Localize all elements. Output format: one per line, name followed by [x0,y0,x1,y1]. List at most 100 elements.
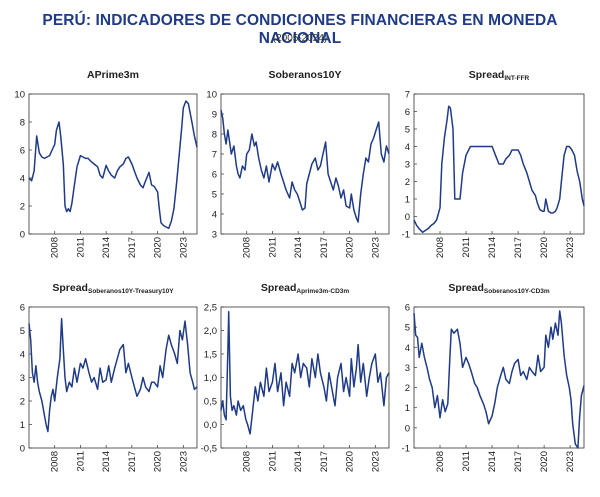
y-tick-label: 2 [405,177,410,188]
y-tick-label: 1,5 [204,350,217,361]
x-tick-label: 2014 [487,237,498,258]
y-tick-label: 4 [20,174,25,185]
x-tick-label: 2014 [487,451,498,472]
y-tick-label: -1 [402,444,410,455]
y-tick-label: 3 [405,160,410,171]
chart-title: Soberanos10Y [269,69,342,81]
x-tick-label: 2020 [153,237,164,258]
y-tick-label: 6 [405,107,410,118]
chart-title-main: Spread [469,69,505,81]
x-tick-label: 2014 [101,237,112,258]
series-line [220,109,390,223]
series-line [28,318,198,433]
x-tick-label: 2023 [370,451,381,472]
chart-title-main: Soberanos10Y [269,69,342,81]
x-tick-label: 2011 [267,451,278,471]
chart-panel-4: SpreadSoberanos10Y-Treasury10Y 0 1 2 3 4 5 6 200… [20,282,198,472]
x-tick-label: 2023 [178,451,189,472]
x-tick-label: 2011 [461,451,472,471]
x-tick-label: 2017 [513,451,524,472]
chart-title-subscript: Soberanos10Y-Treasury10Y [88,288,174,295]
y-tick-label: 2,5 [204,303,217,314]
chart-title-subscript: INT-FFR [504,75,529,82]
y-tick-label: 8 [20,118,25,129]
x-tick-label: 2023 [565,237,576,258]
chart-title: SpreadINT-FFR [469,69,530,82]
chart-title-subscript: Soberanos10Y-CD3m [484,288,550,295]
y-tick-label: 1 [405,403,410,414]
chart-title: APrime3m [87,69,139,81]
x-tick-label: 2008 [435,451,446,472]
y-tick-label: 6 [20,303,25,314]
chart-title-main: Spread [261,282,297,294]
x-tick-label: 2017 [127,237,138,258]
x-tick-label: 2008 [50,451,61,472]
x-tick-label: 2011 [461,237,472,257]
chart-title: SpreadSoberanos10Y-CD3m [448,282,550,295]
page-title: PERÚ: INDICADORES DE CONDICIONES FINANCI… [42,12,558,47]
x-tick-label: 2017 [513,237,524,258]
y-tick-label: 5 [212,190,217,201]
y-tick-label: 2 [20,397,25,408]
chart-panel-6: SpreadSoberanos10Y-CD3m -1 0 1 2 3 4 5 6 2008 2011… [402,282,585,472]
chart-title: SpreadAprime3m-CD3m [261,282,350,295]
y-tick-label: 1,0 [204,373,217,384]
x-tick-label: 2011 [267,237,278,257]
x-tick-label: 2011 [75,237,86,257]
y-tick-label: 3 [20,373,25,384]
y-tick-label: -0,5 [201,444,217,455]
x-tick-label: 2008 [242,451,253,472]
x-tick-label: 2017 [319,451,330,472]
chart-panel-3: SpreadINT-FFR -1 0 1 2 3 4 5 6 7 2008 2011 2014 2017 2… [402,69,585,258]
chart-title: SpreadSoberanos10Y-Treasury10Y [52,282,174,295]
chart-title-main: APrime3m [87,69,139,81]
chart-panel-5: SpreadAprime3m-CD3m -0,5 0,0 0,5 1,0 1,5 2,0 2,… [201,282,390,472]
x-tick-label: 2014 [101,451,112,472]
x-tick-label: 2023 [178,237,189,258]
x-tick-label: 2020 [153,451,164,472]
page-subtitle: (2005-2024) [272,33,328,44]
x-tick-label: 2020 [539,451,550,472]
chart-panel-1: APrime3m 0 2 4 6 8 10 2008 2011 2014 2017 2020 2023 [14,69,198,258]
x-tick-label: 2017 [319,237,330,258]
y-tick-label: -1 [402,230,410,241]
y-tick-label: 4 [212,210,217,221]
y-tick-label: 2 [20,202,25,213]
series-line [413,105,585,234]
series-line [28,100,198,230]
y-tick-label: 1 [20,420,25,431]
y-tick-label: 5 [20,326,25,337]
y-tick-label: 1 [405,195,410,206]
y-tick-label: 6 [212,170,217,181]
x-tick-label: 2008 [242,237,253,258]
x-tick-label: 2014 [293,237,304,258]
plot-frame [413,306,585,449]
y-tick-label: 10 [14,90,25,101]
plot-frame [220,93,390,235]
x-tick-label: 2023 [370,237,381,258]
y-tick-label: 0 [405,423,410,434]
y-tick-label: 0 [405,212,410,223]
x-tick-label: 2011 [75,451,86,471]
x-tick-label: 2023 [565,451,576,472]
y-tick-label: 7 [212,150,217,161]
y-tick-label: 3 [405,363,410,374]
series-line [220,310,390,435]
y-tick-label: 0 [20,444,25,455]
plot-frame [28,93,198,235]
y-tick-label: 10 [206,90,217,101]
x-tick-label: 2008 [50,237,61,258]
y-tick-label: 6 [20,146,25,157]
y-tick-label: 5 [405,125,410,136]
y-tick-label: 8 [212,130,217,141]
plot-frame [220,306,390,449]
y-tick-label: 0,0 [204,420,217,431]
y-tick-label: 0 [20,230,25,241]
chart-panel-2: Soberanos10Y 3 4 5 6 7 8 9 10 2008 2011 2014 2017 202… [206,69,390,258]
x-tick-label: 2008 [435,237,446,258]
x-tick-label: 2020 [345,451,356,472]
x-tick-label: 2014 [293,451,304,472]
y-tick-label: 2,0 [204,326,217,337]
y-tick-label: 7 [405,90,410,101]
